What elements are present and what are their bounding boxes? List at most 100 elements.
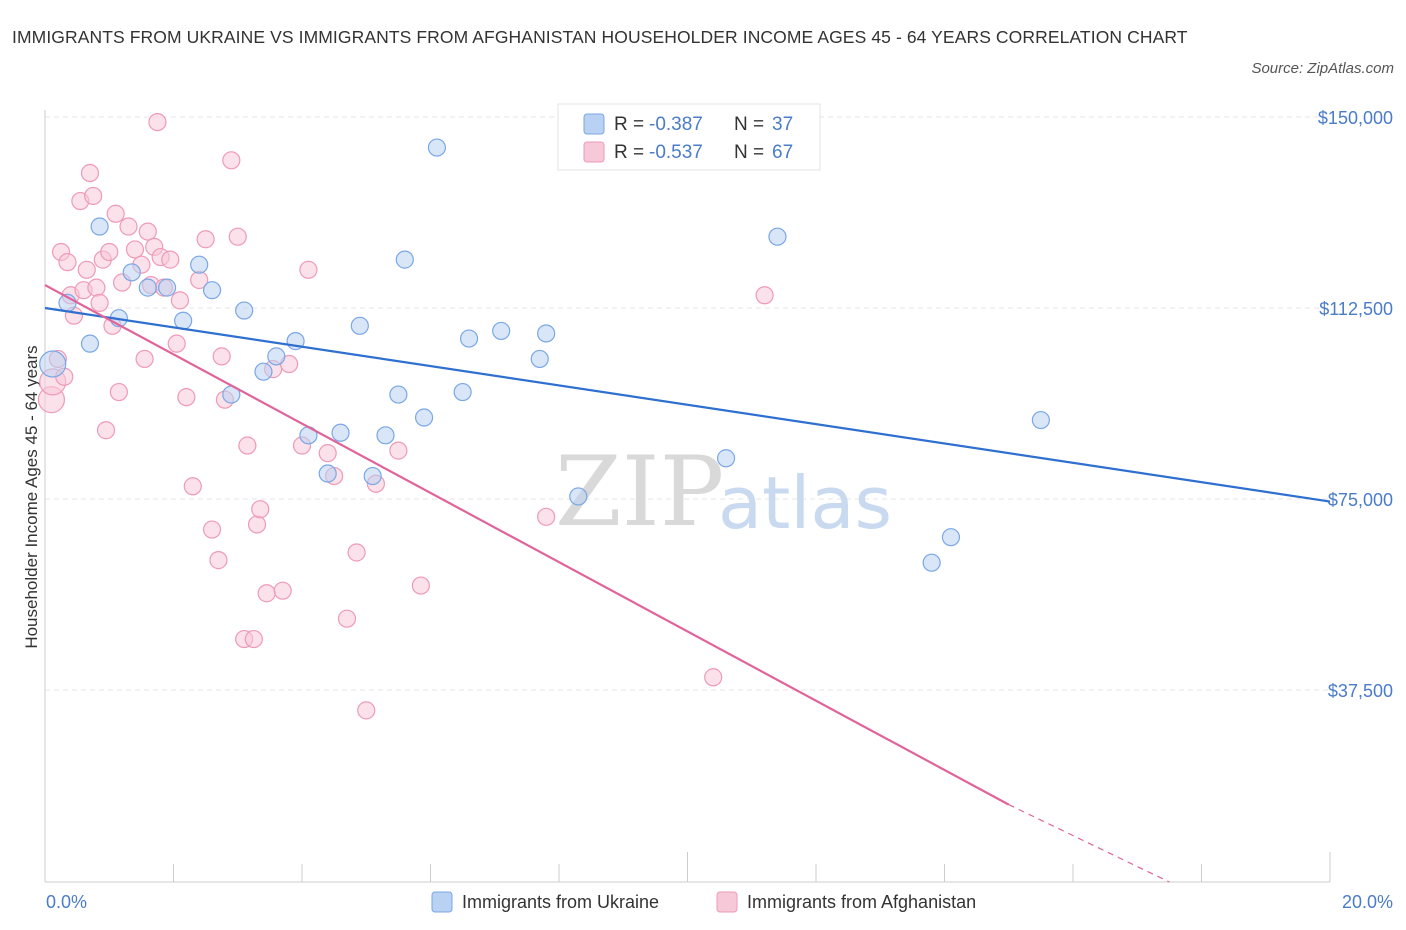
ukraine-point-21: [376, 426, 395, 445]
legend-swatch-ukraine: [583, 113, 605, 135]
ukraine-point-24: [427, 138, 447, 157]
ukraine-point-26: [459, 329, 479, 348]
afghanistan-point-59: [347, 543, 366, 562]
ukraine-point-27: [492, 321, 511, 341]
ukraine-point-34: [941, 528, 961, 547]
afghanistan-point-26: [138, 222, 157, 241]
x-tick-labels: 0.0% 20.0%: [46, 892, 1393, 912]
bottom-legend-label-ukraine: Immigrants from Ukraine: [462, 892, 659, 912]
chart-source: Source: ZipAtlas.com: [1251, 60, 1394, 77]
afghanistan-point-12: [84, 186, 103, 206]
afghanistan-point-58: [337, 609, 357, 628]
afghanistan-point-63: [411, 576, 430, 595]
legend-r-label-ukraine: R =: [614, 114, 644, 135]
x-tick-label-0: 0.0%: [46, 892, 87, 912]
ukraine-point-32: [768, 227, 787, 246]
afghanistan-point-52: [273, 581, 292, 600]
watermark-atlas: atlas: [718, 461, 892, 545]
afghanistan-point-32: [161, 250, 180, 269]
afghanistan-point-38: [196, 230, 215, 249]
afghanistan-point-36: [183, 477, 202, 496]
afghanistan-point-16: [96, 421, 116, 440]
ukraine-point-14: [267, 347, 286, 366]
chart-title: IMMIGRANTS FROM UKRAINE VS IMMIGRANTS FR…: [12, 27, 1188, 47]
ukraine-point-35: [1031, 410, 1050, 430]
ukraine-point-10: [202, 281, 222, 300]
afghanistan-point-56: [318, 444, 337, 463]
afghanistan-point-50: [257, 584, 276, 603]
ukraine-point-30: [569, 487, 588, 506]
ukraine-point-0: [39, 350, 67, 378]
ukraine-point-31: [716, 449, 736, 468]
ukraine-point-20: [363, 466, 382, 486]
afghanistan-point-10: [77, 260, 96, 279]
y-tick-label-1: $112,500: [1319, 299, 1393, 319]
y-tick-label-2: $75,000: [1328, 490, 1393, 510]
legend-n-label-ukraine: N =: [734, 114, 764, 135]
afghanistan-point-46: [238, 436, 257, 455]
afghanistan-point-40: [209, 551, 228, 570]
grid-lines: [45, 116, 1330, 691]
afghanistan-point-35: [177, 388, 196, 407]
ukraine-point-12: [235, 301, 254, 320]
ukraine-point-8: [174, 311, 193, 330]
ukraine-point-9: [190, 255, 209, 274]
afghanistan-point-43: [222, 151, 241, 170]
trend-line-ukraine: [44, 306, 1331, 503]
afghanistan-point-62: [389, 441, 408, 460]
afghanistan-point-49: [251, 500, 270, 519]
afghanistan-point-23: [125, 240, 145, 259]
trend-line-afghanistan-extension: [1008, 804, 1170, 883]
ukraine-point-19: [350, 316, 369, 335]
afghanistan-point-20: [109, 382, 128, 402]
afghanistan-point-64: [537, 507, 556, 526]
afghanistan-point-39: [202, 520, 222, 539]
afghanistan-point-33: [167, 334, 186, 353]
afghanistan-point-13: [87, 278, 106, 297]
y-tick-label-0: $150,000: [1318, 108, 1393, 128]
bottom-legend: Immigrants from Ukraine Immigrants from …: [431, 891, 976, 913]
afghanistan-point-34: [170, 291, 190, 310]
afghanistan-point-65: [704, 668, 723, 687]
ukraine-point-29: [537, 324, 556, 343]
bottom-legend-label-afghanistan: Immigrants from Afghanistan: [747, 892, 976, 912]
ukraine-point-3: [90, 217, 109, 236]
ukraine-point-13: [254, 362, 273, 381]
afghanistan-point-22: [119, 217, 138, 236]
afghanistan-point-48: [247, 515, 267, 534]
afghanistan-point-11: [80, 163, 100, 183]
ukraine-point-36: [389, 385, 408, 404]
legend-n-label-afghanistan: N =: [734, 142, 764, 163]
axes: [44, 110, 1331, 883]
legend-swatch-afghanistan: [583, 141, 605, 163]
y-tick-label-3: $37,500: [1328, 681, 1393, 701]
afghanistan-point-47: [244, 629, 263, 649]
y-tick-labels: $150,000 $112,500 $75,000 $37,500: [1318, 108, 1393, 701]
trend-lines: [44, 284, 1331, 883]
legend-r-label-afghanistan: R =: [614, 142, 644, 163]
afghanistan-point-19: [106, 204, 125, 223]
ukraine-point-2: [80, 334, 100, 353]
legend-n-value-ukraine: 37: [772, 114, 793, 135]
afghanistan-point-29: [148, 112, 167, 132]
ukraine-point-18: [331, 423, 350, 442]
legend-r-value-ukraine: -0.387: [649, 114, 703, 135]
afghanistan-point-44: [228, 227, 247, 246]
data-points: [37, 112, 1050, 720]
bottom-legend-swatch-afghanistan: [716, 891, 738, 913]
ukraine-point-5: [122, 263, 141, 282]
bottom-legend-swatch-ukraine: [431, 891, 453, 913]
ukraine-point-25: [453, 382, 472, 402]
ukraine-point-33: [922, 553, 941, 572]
afghanistan-point-25: [135, 349, 154, 369]
ukraine-point-28: [530, 349, 549, 369]
afghanistan-point-60: [357, 701, 376, 720]
afghanistan-point-14: [90, 293, 109, 313]
ukraine-point-6: [138, 278, 157, 297]
series-ukraine-points: [39, 138, 1050, 572]
afghanistan-point-66: [755, 286, 774, 305]
ukraine-point-22: [395, 250, 414, 269]
legend: R = -0.387 N = 37 R = -0.537 N = 67: [557, 103, 821, 171]
afghanistan-point-41: [212, 347, 231, 366]
trend-line-afghanistan: [44, 284, 1010, 806]
